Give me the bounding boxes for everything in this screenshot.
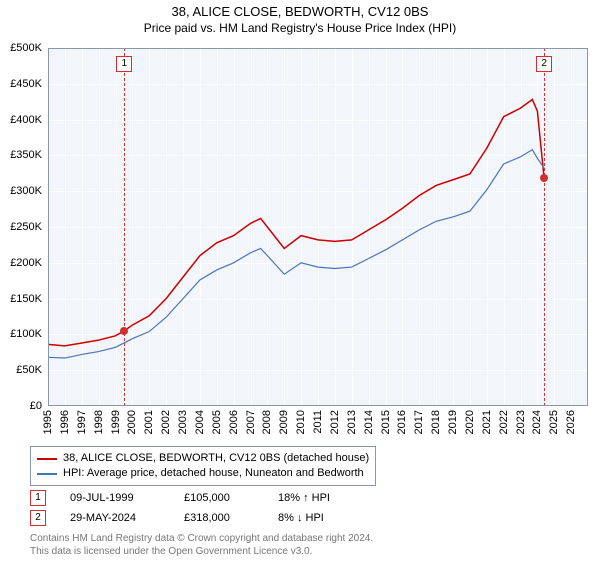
footnote: Contains HM Land Registry data © Crown c… xyxy=(30,533,373,558)
event-row: 1 09-JUL-1999 £105,000 18% ↑ HPI xyxy=(30,490,368,506)
event-row: 2 29-MAY-2024 £318,000 8% ↓ HPI xyxy=(30,510,368,526)
x-tick-label: 2023 xyxy=(515,410,527,434)
x-tick-label: 2014 xyxy=(363,410,375,434)
y-tick-label: £100K xyxy=(2,328,42,340)
series-line xyxy=(48,100,544,346)
x-tick-label: 2013 xyxy=(346,410,358,434)
x-tick-label: 2015 xyxy=(380,410,392,434)
y-tick-label: £400K xyxy=(2,114,42,126)
x-tick-label: 2018 xyxy=(430,410,442,434)
y-tick-label: £150K xyxy=(2,293,42,305)
y-tick-label: £250K xyxy=(2,221,42,233)
x-tick-label: 2021 xyxy=(481,410,493,434)
y-tick-label: £300K xyxy=(2,185,42,197)
event-hpi-delta: 8% ↓ HPI xyxy=(278,512,368,524)
event-marker-ref: 1 xyxy=(30,490,46,506)
event-price: £318,000 xyxy=(184,512,254,524)
legend-label: HPI: Average price, detached house, Nune… xyxy=(63,466,364,481)
x-tick-label: 2004 xyxy=(194,410,206,434)
footnote-line2: This data is licensed under the Open Gov… xyxy=(30,546,312,557)
x-tick-label: 2000 xyxy=(126,410,138,434)
x-tick-label: 2011 xyxy=(312,410,324,434)
y-tick-label: £500K xyxy=(2,42,42,54)
legend-item: 38, ALICE CLOSE, BEDWORTH, CV12 0BS (det… xyxy=(37,451,369,466)
event-hpi-delta: 18% ↑ HPI xyxy=(278,492,368,504)
x-tick-label: 2020 xyxy=(464,410,476,434)
x-tick-label: 2007 xyxy=(245,410,257,434)
marker-label: 1 xyxy=(116,56,132,72)
legend-item: HPI: Average price, detached house, Nune… xyxy=(37,466,369,481)
y-tick-label: £200K xyxy=(2,257,42,269)
x-tick-label: 2019 xyxy=(447,410,459,434)
y-tick-label: £0 xyxy=(2,400,42,412)
x-tick-label: 2001 xyxy=(143,410,155,434)
x-tick-label: 1997 xyxy=(76,410,88,434)
legend-swatch xyxy=(37,473,57,475)
x-tick-label: 1996 xyxy=(59,410,71,434)
legend-swatch xyxy=(37,458,57,460)
chart-container: 38, ALICE CLOSE, BEDWORTH, CV12 0BS Pric… xyxy=(0,4,600,564)
marker-dot xyxy=(540,174,548,182)
x-tick-label: 2017 xyxy=(413,410,425,434)
x-tick-label: 2008 xyxy=(261,410,273,434)
x-tick-label: 2003 xyxy=(177,410,189,434)
x-tick-label: 1999 xyxy=(110,410,122,434)
footnote-line1: Contains HM Land Registry data © Crown c… xyxy=(30,533,373,544)
y-tick-label: £50K xyxy=(2,364,42,376)
y-tick-label: £450K xyxy=(2,78,42,90)
x-tick-label: 2025 xyxy=(548,410,560,434)
event-price: £105,000 xyxy=(184,492,254,504)
marker-line xyxy=(124,48,125,406)
event-marker-ref: 2 xyxy=(30,510,46,526)
x-tick-label: 2016 xyxy=(396,410,408,434)
marker-dot xyxy=(120,327,128,335)
x-tick-label: 2026 xyxy=(565,410,577,434)
x-tick-label: 2006 xyxy=(228,410,240,434)
event-date: 29-MAY-2024 xyxy=(70,512,160,524)
x-tick-label: 1998 xyxy=(93,410,105,434)
x-tick-label: 2012 xyxy=(329,410,341,434)
marker-label: 2 xyxy=(536,56,552,72)
y-tick-label: £350K xyxy=(2,149,42,161)
x-tick-label: 2024 xyxy=(531,410,543,434)
x-tick-label: 2002 xyxy=(160,410,172,434)
legend: 38, ALICE CLOSE, BEDWORTH, CV12 0BS (det… xyxy=(30,446,376,486)
marker-line xyxy=(544,48,545,406)
x-tick-label: 2009 xyxy=(278,410,290,434)
x-tick-label: 1995 xyxy=(42,410,54,434)
event-date: 09-JUL-1999 xyxy=(70,492,160,504)
legend-label: 38, ALICE CLOSE, BEDWORTH, CV12 0BS (det… xyxy=(63,451,369,466)
x-tick-label: 2022 xyxy=(498,410,510,434)
x-tick-label: 2005 xyxy=(211,410,223,434)
x-tick-label: 2010 xyxy=(295,410,307,434)
